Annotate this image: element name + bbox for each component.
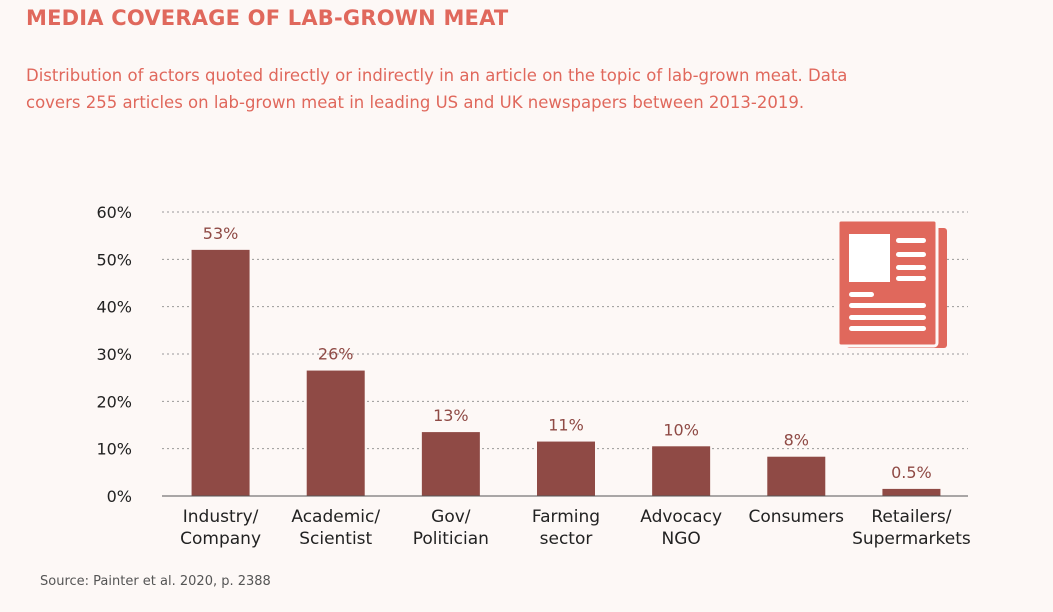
newspaper-icon: [836, 218, 947, 348]
bars: [191, 249, 941, 496]
data-label: 8%: [784, 431, 809, 450]
bar: [306, 370, 365, 496]
y-tick-label: 50%: [96, 250, 132, 269]
bar: [767, 456, 826, 496]
bar: [191, 249, 250, 496]
category-label: Gov/: [431, 507, 471, 527]
data-labels: 53% 26% 13% 11% 10% 8% 0.5%: [203, 224, 932, 482]
data-label: 11%: [548, 416, 584, 435]
bar: [882, 488, 941, 496]
y-tick-label: 10%: [96, 440, 132, 459]
category-labels: Industry/Company Academic/Scientist Gov/Po…: [180, 507, 971, 549]
category-label: Retailers/: [871, 507, 951, 527]
grid-lines: [162, 211, 968, 450]
category-label: Politician: [413, 529, 489, 549]
y-tick-label: 20%: [96, 392, 132, 411]
category-label: Industry/: [183, 507, 259, 527]
category-label: Farming: [532, 507, 600, 527]
y-axis-ticks: 0% 10% 20% 30% 40% 50% 60%: [96, 203, 132, 506]
bar: [652, 446, 711, 496]
category-label: Consumers: [749, 507, 845, 527]
chart-subtitle: Distribution of actors quoted directly o…: [26, 66, 848, 112]
source-note: Source: Painter et al. 2020, p. 2388: [40, 574, 271, 589]
chart-title: MEDIA COVERAGE OF LAB-GROWN MEAT: [26, 6, 509, 30]
data-label: 0.5%: [891, 463, 932, 482]
bar: [537, 441, 595, 496]
y-tick-label: 40%: [96, 298, 132, 317]
bar: [421, 432, 480, 496]
category-label: Supermarkets: [852, 529, 971, 549]
data-label: 26%: [318, 345, 354, 364]
category-label: Academic/: [291, 507, 380, 527]
category-label: sector: [540, 529, 593, 549]
data-label: 10%: [663, 420, 699, 439]
category-label: NGO: [662, 529, 701, 549]
category-label: Company: [180, 529, 261, 549]
y-tick-label: 30%: [96, 345, 132, 364]
y-tick-label: 60%: [96, 203, 132, 222]
data-label: 53%: [203, 224, 239, 243]
y-tick-label: 0%: [107, 487, 132, 506]
category-label: Scientist: [299, 529, 372, 549]
data-label: 13%: [433, 406, 469, 425]
category-label: Advocacy: [640, 507, 722, 527]
